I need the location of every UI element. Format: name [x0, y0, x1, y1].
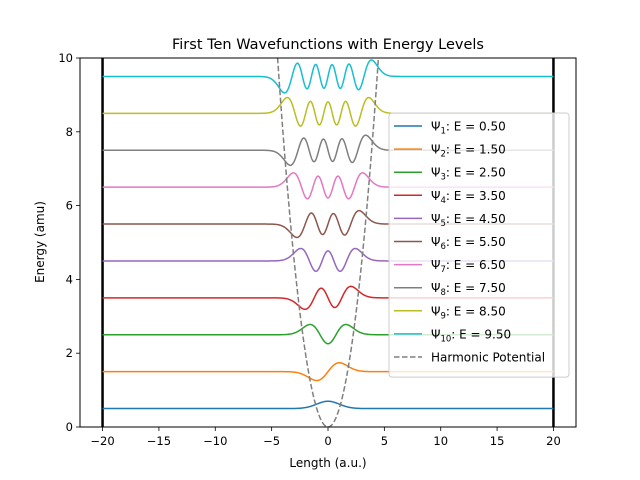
- x-tick-label: 20: [546, 434, 561, 448]
- legend-item-psi-3: Ψ3: E = 2.50: [431, 166, 506, 183]
- chart-title: First Ten Wavefunctions with Energy Leve…: [172, 37, 484, 53]
- legend-item-psi-2: Ψ2: E = 1.50: [431, 143, 506, 160]
- x-axis-label: Length (a.u.): [289, 456, 366, 470]
- legend-item-psi-6: Ψ6: E = 5.50: [431, 235, 506, 252]
- legend-item-psi-5: Ψ5: E = 4.50: [431, 212, 506, 229]
- y-axis-label: Energy (amu): [33, 201, 47, 283]
- legend: Ψ1: E = 0.50 Ψ2: E = 1.50 Ψ3: E = 2.50 Ψ4: …: [388, 112, 570, 378]
- legend-box: [388, 112, 570, 378]
- legend-item-psi-1: Ψ1: E = 0.50: [431, 120, 506, 137]
- legend-item-psi-10: Ψ10: E = 9.50: [431, 327, 511, 344]
- y-tick-label: 6: [66, 199, 73, 213]
- y-tick-label: 2: [66, 346, 73, 360]
- x-tick-label: 0: [324, 434, 331, 448]
- legend-item-potential: Harmonic Potential: [431, 351, 545, 365]
- x-tick-label: −20: [90, 434, 114, 448]
- legend-item-psi-4: Ψ4: E = 3.50: [431, 189, 506, 206]
- legend-item-psi-8: Ψ8: E = 7.50: [431, 281, 506, 298]
- legend-item-psi-7: Ψ7: E = 6.50: [431, 258, 506, 275]
- legend-item-psi-9: Ψ9: E = 8.50: [431, 304, 506, 321]
- x-tick-label: 15: [490, 434, 505, 448]
- series-line-psi-1: [102, 400, 554, 410]
- y-tick-label: 8: [66, 125, 73, 139]
- y-tick-label: 4: [66, 272, 73, 286]
- x-tick-label: −10: [203, 434, 227, 448]
- x-axis: −20 −15 −10 −5 0 5 10 15 20: [90, 427, 561, 448]
- x-tick-label: 10: [433, 434, 448, 448]
- y-axis: 0 2 4 6 8 10: [58, 51, 80, 434]
- x-tick-label: 5: [381, 434, 388, 448]
- y-tick-label: 0: [66, 420, 73, 434]
- y-tick-label: 10: [58, 51, 73, 65]
- x-tick-label: −15: [147, 434, 171, 448]
- series-line-potential: [276, 58, 380, 427]
- x-tick-label: −5: [263, 434, 280, 448]
- series-line-psi-10: [102, 59, 554, 94]
